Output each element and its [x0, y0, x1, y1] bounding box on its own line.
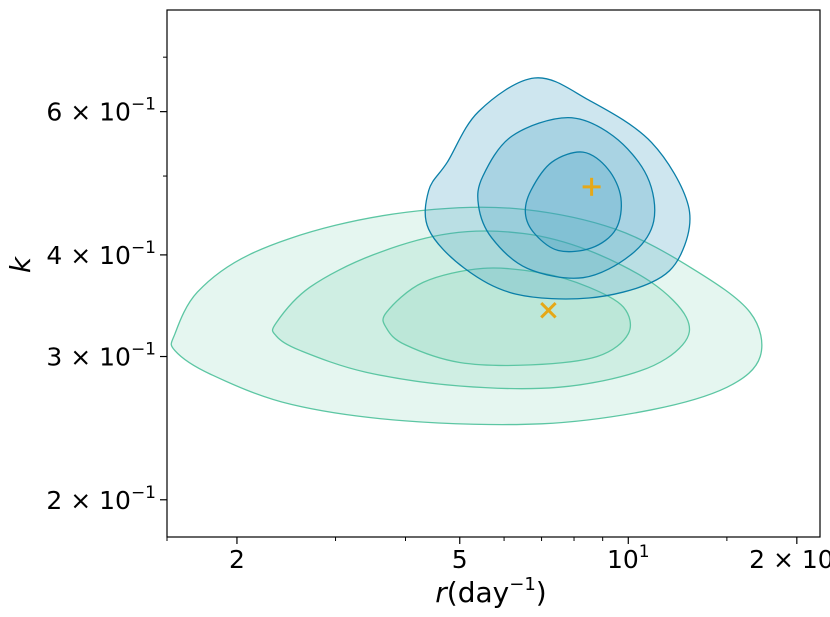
x-axis-label-base: r: [435, 576, 448, 609]
axis-ticks: 2 5 101 2 × 101 2 × 10−1 3 × 10−1 4 × 10−1 6 × …: [46, 56, 830, 574]
x-tick-label-1: 2: [229, 545, 245, 574]
x-tick-label-2: 5: [452, 545, 468, 574]
contour-series-2-level-3: [524, 151, 622, 253]
cross-marker: [540, 301, 557, 319]
y-axis-label: k: [4, 255, 37, 273]
x-axis-label-exp: −1: [509, 574, 536, 595]
contour-series-1: [170, 206, 763, 426]
x-tick-label-3: 101: [607, 542, 650, 574]
y-tick-label-1: 2 × 10−1: [46, 483, 156, 515]
x-tick-label-4: 2 × 101: [749, 542, 830, 574]
y-tick-label-4: 6 × 10−1: [46, 95, 156, 127]
contour-series-2-level-1: [424, 77, 691, 300]
plot-area: [170, 77, 763, 426]
x-axis-label-close: ): [536, 576, 547, 609]
contour-series-2: [424, 77, 691, 300]
x-axis-label-unit: (day: [447, 576, 509, 609]
y-tick-label-2: 3 × 10−1: [46, 340, 156, 372]
axes-frame: [166, 9, 821, 538]
contour-series-2-level-2: [477, 116, 656, 279]
y-tick-label-3: 4 × 10−1: [46, 238, 156, 270]
x-axis-label: r(day−1): [435, 574, 546, 609]
plot-border: [166, 9, 821, 538]
contour-series-1-level-3: [382, 267, 632, 367]
plus-marker: [582, 177, 601, 196]
contour-series-1-level-2: [271, 230, 691, 390]
